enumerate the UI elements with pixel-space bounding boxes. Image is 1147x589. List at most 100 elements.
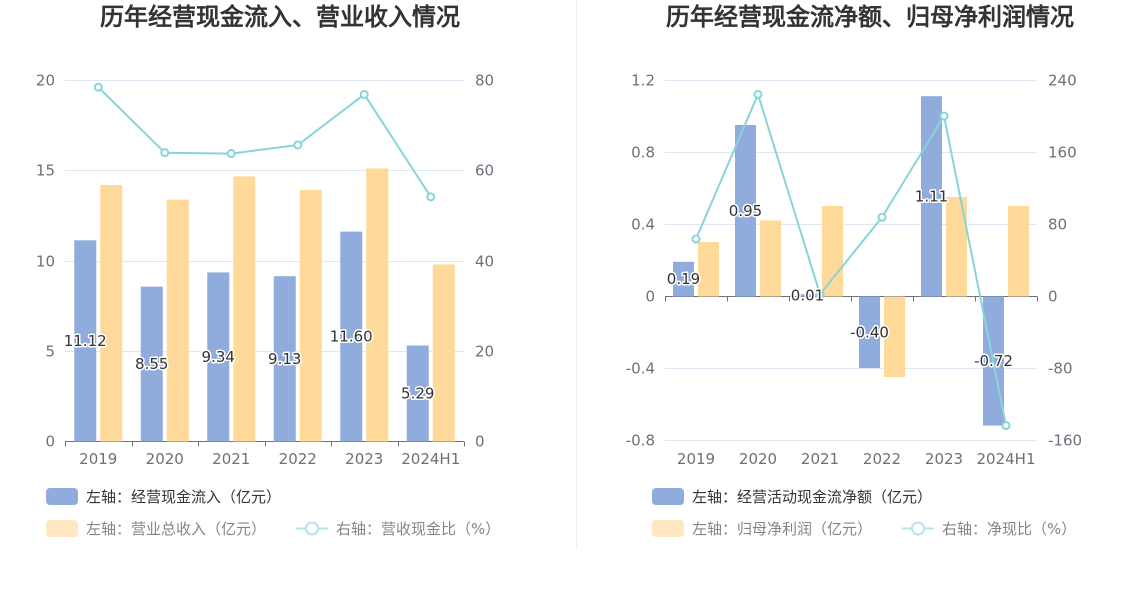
net-profit-bar: [1008, 206, 1029, 297]
net-operating-cash-flow-data-label: -0.40: [850, 323, 889, 341]
cash-to-revenue-ratio-point: [93, 82, 103, 92]
x-axis-category-label: 2019: [79, 450, 117, 468]
left-axis-tick-label: 0.4: [631, 216, 655, 234]
legend-label: 左轴：归母净利润（亿元）: [692, 520, 872, 538]
chart-legend: 左轴：经营活动现金流净额（亿元） 左轴：归母净利润（亿元） 右轴：净现比（%）: [652, 488, 1076, 538]
cash-to-revenue-ratio-point: [226, 149, 236, 159]
left-axis-tick-label: -0.8: [626, 432, 655, 450]
x-axis-category-label: 2023: [345, 450, 383, 468]
x-axis-category-label: 2023: [925, 450, 963, 468]
right-axis-tick-label: 0: [1048, 288, 1058, 306]
cash-inflow-bar: [207, 272, 230, 442]
legend-marker-icon: [305, 521, 319, 536]
chart-legend: 左轴：经营现金流入（亿元） 左轴：营业总收入（亿元） 右轴：营收现金比（%）: [46, 488, 500, 538]
cash-to-revenue-ratio-line-series: [93, 82, 436, 202]
x-axis-category-label: 2022: [863, 450, 901, 468]
cash-to-revenue-ratio-point: [293, 140, 303, 150]
x-axis-category-label: 2019: [677, 450, 715, 468]
chart-title: 历年经营现金流入、营业收入情况: [100, 3, 460, 31]
legend-label: 左轴：经营活动现金流净额（亿元）: [692, 488, 932, 506]
net-profit-bar: [760, 220, 781, 297]
operating-revenue-bar: [233, 176, 256, 442]
operating-revenue-bar-series: [100, 168, 455, 442]
x-axis-category-label: 2021: [801, 450, 839, 468]
right-axis-tick-label: 20: [475, 343, 494, 361]
operating-revenue-bar: [100, 185, 123, 442]
x-axis-category-label: 2021: [212, 450, 250, 468]
legend-item-operating-revenue[interactable]: 左轴：营业总收入（亿元）: [46, 520, 266, 538]
net-operating-cash-flow-bar: [673, 261, 694, 297]
x-axis-category-label: 2022: [279, 450, 317, 468]
cash-to-profit-ratio-point: [753, 89, 763, 99]
legend-item-cash-to-profit-ratio[interactable]: 右轴：净现比（%）: [902, 520, 1076, 538]
net-operating-cash-flow-data-label: 0.95: [729, 202, 762, 220]
right-axis-tick-label: 240: [1048, 72, 1077, 90]
left-axis-tick-label: 1.2: [631, 72, 655, 90]
net-operating-cash-flow-bar: [735, 125, 756, 297]
right-axis-tick-label: -80: [1048, 360, 1073, 378]
operating-revenue-bar: [166, 199, 189, 442]
right-axis-tick-label: 80: [475, 72, 494, 90]
legend-item-cash-inflow[interactable]: 左轴：经营现金流入（亿元）: [46, 488, 281, 506]
operating-revenue-bar: [299, 189, 322, 442]
x-axis-category-label: 2024H1: [401, 450, 460, 468]
left-axis-tick-label: 0.8: [631, 144, 655, 162]
net-profit-bar: [946, 197, 967, 297]
left-axis-tick-label: -0.4: [626, 360, 655, 378]
left-axis-tick-label: 10: [36, 253, 55, 271]
net-profit-bar-series: [698, 197, 1029, 377]
legend-label: 左轴：经营现金流入（亿元）: [86, 488, 281, 506]
cash-inflow-bar: [340, 231, 363, 442]
legend-bar-swatch: [652, 520, 684, 537]
legend-bar-swatch: [46, 520, 78, 537]
cash-inflow-bar: [140, 286, 163, 442]
cash-to-profit-ratio-point: [939, 111, 949, 121]
right-axis-tick-label: 80: [1048, 216, 1067, 234]
legend-item-cash-to-revenue-ratio[interactable]: 右轴：营收现金比（%）: [296, 520, 500, 538]
chart-title: 历年经营现金流净额、归母净利润情况: [666, 3, 1074, 31]
legend-label: 右轴：净现比（%）: [942, 520, 1076, 538]
legend-marker-icon: [911, 521, 925, 536]
net-cash-flow-profit-chart: 历年经营现金流净额、归母净利润情况-0.8-0.400.40.81.2-160-…: [626, 3, 1082, 538]
left-axis-tick-label: 0: [45, 433, 55, 451]
right-axis-tick-label: 60: [475, 162, 494, 180]
cash-inflow-bar: [406, 345, 429, 442]
right-axis-tick-label: 0: [475, 433, 485, 451]
data-labels: 11.12 8.55 9.34 9.13 11.60 5.29: [62, 326, 436, 404]
cash-to-revenue-ratio-point: [160, 148, 170, 158]
cash-inflow-bar: [74, 240, 97, 442]
cash-to-profit-ratio-point: [877, 212, 887, 222]
cash-inflow-data-label: 9.13: [268, 350, 301, 368]
cash-inflow-data-label: 5.29: [401, 385, 434, 403]
net-profit-bar: [698, 242, 719, 297]
net-operating-cash-flow-data-label: 0.19: [667, 270, 700, 288]
legend-label: 右轴：营收现金比（%）: [336, 520, 500, 538]
cash-to-profit-ratio-line: [695, 93, 1007, 426]
net-operating-cash-flow-data-label: -0.72: [974, 352, 1013, 370]
operating-revenue-bar: [432, 264, 455, 442]
cash-inflow-revenue-chart: 历年经营现金流入、营业收入情况 0 5 10 15 20 0 20 40 60 80 2019 2020…: [36, 3, 500, 538]
x-axis-category-label: 2020: [739, 450, 777, 468]
cash-inflow-data-label: 11.12: [64, 332, 107, 350]
cash-inflow-data-label: 8.55: [135, 355, 168, 373]
left-axis-tick-label: 0: [645, 288, 655, 306]
net-profit-bar: [822, 206, 843, 297]
left-axis-tick-label: 5: [45, 343, 55, 361]
operating-revenue-bar: [366, 168, 389, 442]
data-labels: 0.19 0.95 0.01 -0.40 1.11 -0.72: [665, 186, 1014, 372]
cash-inflow-bar-series: [74, 231, 429, 442]
x-axis-category-label: 2020: [146, 450, 184, 468]
legend-item-net-profit[interactable]: 左轴：归母净利润（亿元）: [652, 520, 872, 538]
right-axis-tick-label: 160: [1048, 144, 1077, 162]
cash-inflow-bar: [273, 276, 296, 442]
legend-item-net-operating-cash-flow[interactable]: 左轴：经营活动现金流净额（亿元）: [652, 488, 932, 506]
cash-to-revenue-ratio-point: [359, 89, 369, 99]
right-axis-tick-label: 40: [475, 253, 494, 271]
right-axis-tick-label: -160: [1048, 432, 1082, 450]
net-operating-cash-flow-bar: [797, 294, 818, 297]
legend-bar-swatch: [46, 488, 78, 505]
net-operating-cash-flow-data-label: 1.11: [915, 187, 948, 205]
